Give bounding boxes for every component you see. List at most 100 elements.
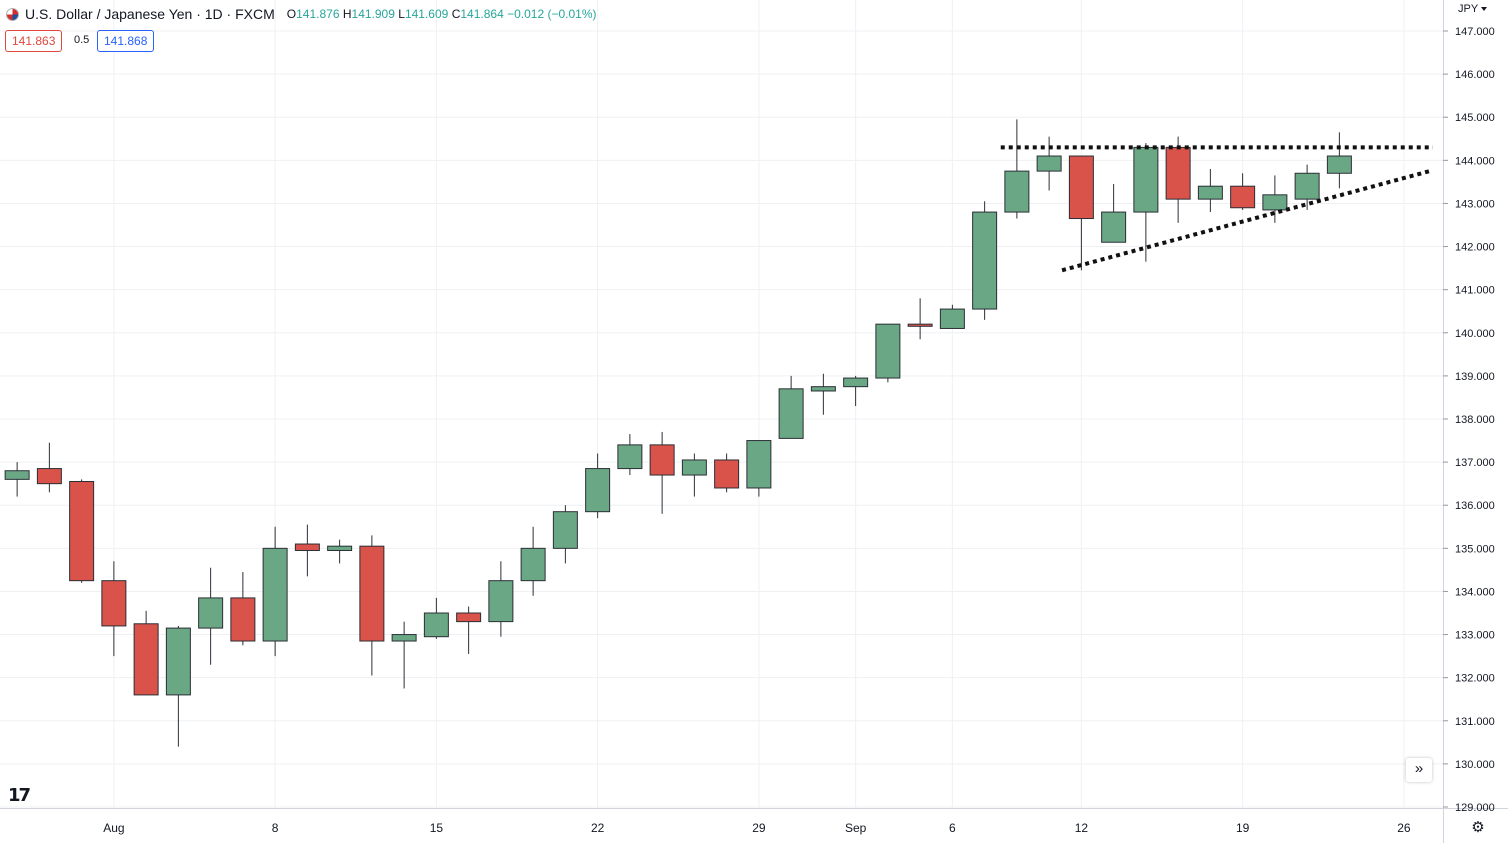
time-tick-label: 6 [949, 821, 956, 835]
candle [810, 373, 836, 415]
bullish-candle-body [4, 470, 30, 480]
candle [101, 561, 127, 657]
drawings[interactable] [1000, 145, 1433, 273]
candle [972, 201, 998, 320]
candle [488, 561, 514, 637]
candle [294, 524, 320, 577]
time-tick-label: 22 [591, 821, 605, 835]
chart-settings-button[interactable]: ⚙ [1469, 819, 1487, 837]
bullish-candle-body [327, 545, 353, 551]
bearish-candle-body [69, 481, 95, 582]
time-tick-label: 19 [1236, 821, 1250, 835]
candle [327, 539, 353, 564]
candle [1197, 168, 1223, 213]
candle [552, 505, 578, 564]
candle [875, 323, 901, 383]
candle [778, 375, 804, 439]
low-value: 141.609 [404, 7, 449, 21]
bearish-candle-body [294, 543, 320, 551]
bearish-candle-body [359, 545, 385, 642]
bullish-candle-body [681, 459, 707, 476]
bearish-candle-body [456, 612, 482, 623]
candle [520, 526, 546, 596]
buy-price-button[interactable]: 141.868 [97, 30, 155, 52]
candle [681, 453, 707, 497]
candle [230, 572, 256, 646]
price-tick-label: 130.000 [1455, 759, 1495, 771]
candle [1004, 119, 1030, 219]
candle [198, 567, 224, 665]
symbol-title[interactable]: U.S. Dollar / Japanese Yen · 1D · FXCM [25, 6, 275, 22]
time-tick-label: 26 [1397, 821, 1411, 835]
close-label: C [451, 7, 461, 21]
bearish-candle-body [1068, 155, 1094, 220]
candle [262, 526, 288, 657]
bearish-candle-body [1165, 146, 1191, 200]
bullish-candle-body [165, 627, 191, 696]
low-label: L [398, 7, 405, 21]
bullish-candle-body [488, 580, 514, 623]
bearish-candle-body [649, 444, 675, 476]
candle [714, 453, 740, 493]
bullish-candle-body [1133, 146, 1159, 213]
candle [165, 625, 191, 747]
symbol-legend: U.S. Dollar / Japanese Yen · 1D · FXCM O… [6, 4, 597, 24]
bullish-candle-body [843, 377, 869, 388]
bullish-candle-body [778, 388, 804, 439]
bullish-candle-body [810, 386, 836, 392]
bullish-candle-body [552, 511, 578, 549]
candle [1326, 132, 1352, 189]
spread-value: 0.5 [74, 34, 90, 46]
price-tick-label: 147.000 [1455, 26, 1495, 38]
close-value: 141.864 [460, 7, 504, 21]
price-tick-label: 143.000 [1455, 198, 1495, 210]
bearish-candle-body [907, 323, 933, 327]
ohlc-values: O141.876 H141.909 L141.609 C141.864 −0.0… [287, 7, 597, 21]
open-label: O [286, 7, 297, 21]
candle [1036, 136, 1062, 191]
double-chevron-right-icon: » [1414, 760, 1424, 777]
candle [133, 610, 159, 696]
bullish-candle-body [1262, 194, 1288, 211]
bullish-candle-body [1036, 155, 1062, 172]
candle [843, 375, 869, 407]
high-value: 141.909 [351, 7, 395, 21]
price-tick-label: 129.000 [1455, 802, 1495, 814]
gear-icon: ⚙ [1471, 819, 1485, 836]
candle [1262, 175, 1288, 223]
bullish-candle-body [198, 597, 224, 629]
candle [4, 462, 30, 497]
candle [36, 442, 62, 493]
price-tick-label: 144.000 [1455, 155, 1495, 167]
candle [1101, 184, 1127, 243]
tradingview-logo-icon[interactable]: 17 [8, 785, 31, 806]
bullish-candle-body [262, 547, 288, 642]
usd-jpy-flag-icon [6, 7, 19, 21]
candle [585, 453, 611, 519]
candle [649, 431, 675, 514]
bullish-candle-body [746, 440, 772, 489]
bullish-candle-body [1197, 185, 1223, 200]
time-tick-label: Aug [103, 821, 124, 835]
time-tick-label: 12 [1075, 821, 1089, 835]
price-tick-label: 141.000 [1455, 285, 1495, 297]
scroll-to-realtime-button[interactable]: » [1406, 758, 1432, 782]
bullish-candle-body [1004, 170, 1030, 213]
chart-grid [0, 0, 1443, 808]
bullish-candle-body [939, 308, 965, 329]
price-tick-label: 138.000 [1455, 414, 1495, 426]
currency-selector[interactable]: JPY [1458, 3, 1487, 15]
bearish-candle-body [36, 468, 62, 485]
high-label: H [342, 7, 352, 21]
candle [939, 304, 965, 329]
candle [1068, 155, 1094, 271]
bullish-candle-body [1101, 211, 1127, 243]
bullish-candle-body [391, 634, 417, 642]
price-tick-label: 131.000 [1455, 716, 1495, 728]
candle [1294, 164, 1320, 210]
candle [423, 597, 449, 639]
sell-price-button[interactable]: 141.863 [5, 30, 63, 52]
price-tick-label: 134.000 [1455, 586, 1495, 598]
